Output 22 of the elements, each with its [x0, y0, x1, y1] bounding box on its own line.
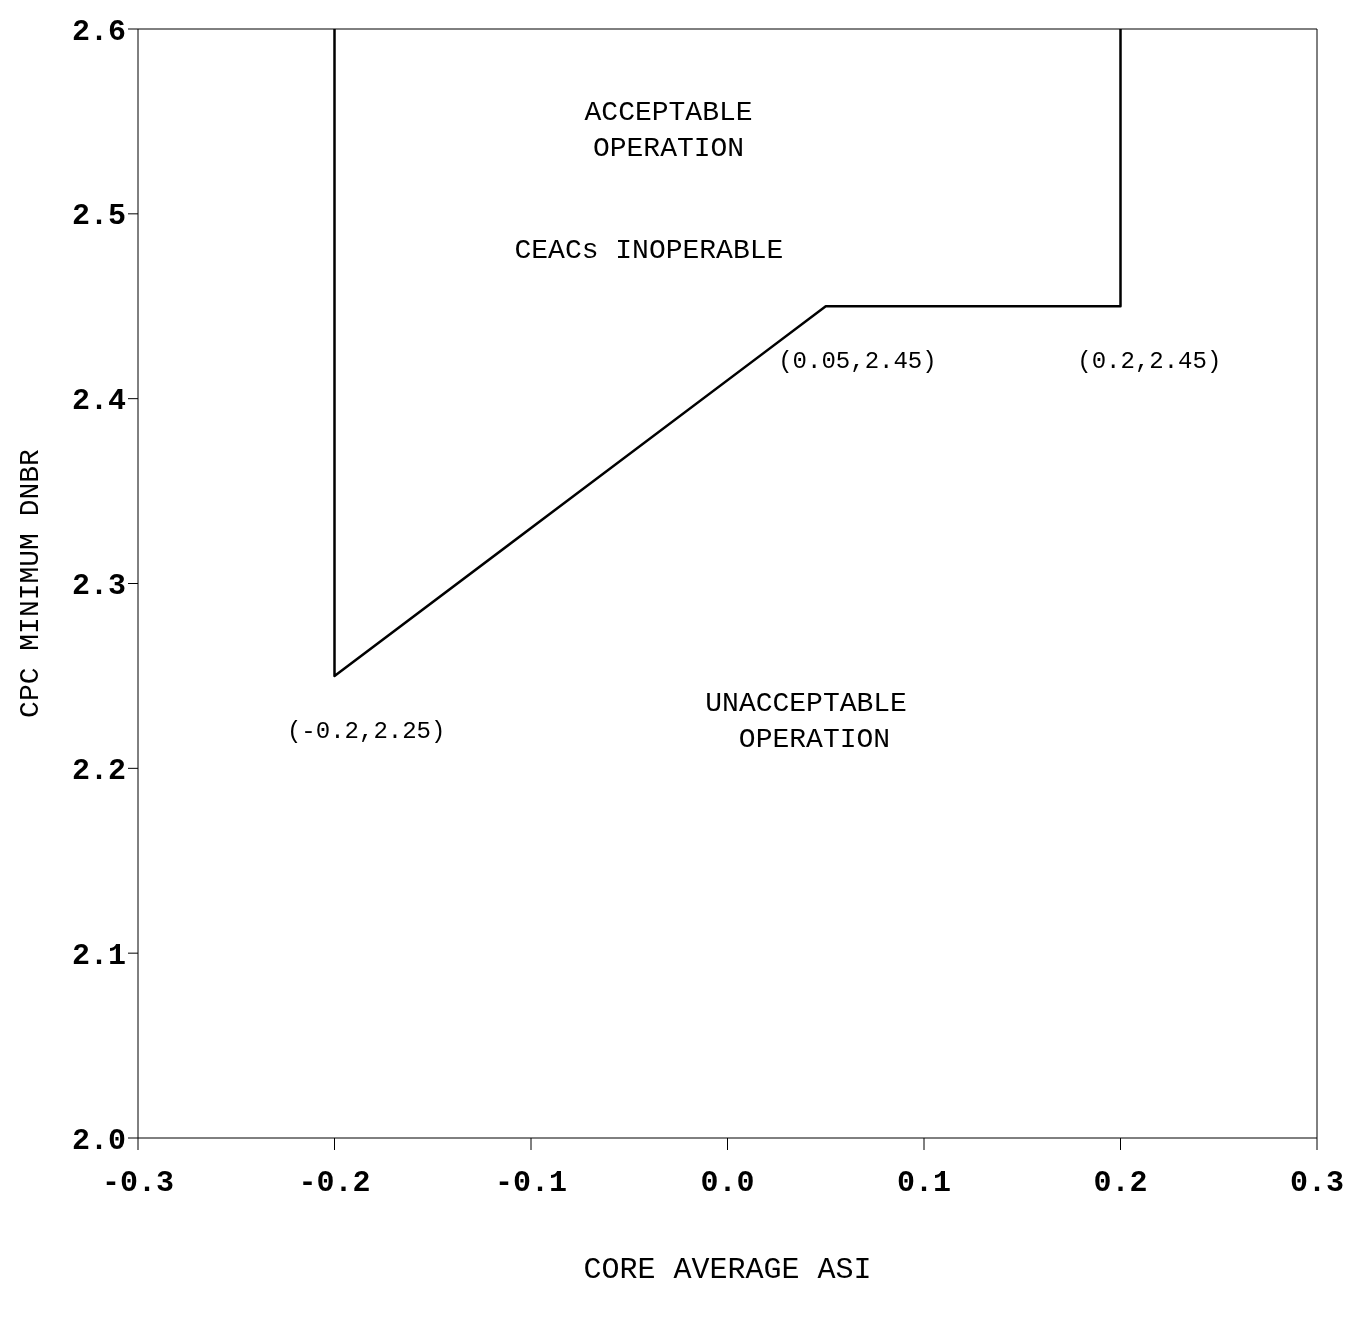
annotation: ACCEPTABLE OPERATION: [584, 95, 753, 166]
annotation: (-0.2,2.25): [286, 717, 446, 745]
y-tick-label: 2.6: [71, 14, 126, 49]
y-axis-title: CPC MINIMUM DNBR: [14, 448, 46, 718]
x-tick-label: 0.0: [700, 1166, 755, 1201]
y-tick-label: 2.0: [71, 1123, 126, 1158]
y-tick-label: 2.2: [71, 753, 126, 788]
x-tick-label: 0.1: [896, 1166, 952, 1201]
x-tick-label: -0.2: [298, 1166, 371, 1201]
x-tick-label: -0.3: [101, 1166, 175, 1201]
x-tick-label: -0.1: [494, 1166, 568, 1201]
annotation: UNACCEPTABLE OPERATION: [705, 687, 907, 758]
annotation: CEACs INOPERABLE: [514, 233, 784, 268]
annotation: (0.2,2.45): [1077, 347, 1222, 375]
x-axis-title: CORE AVERAGE ASI: [583, 1253, 872, 1287]
y-tick-label: 2.3: [71, 569, 126, 604]
y-tick-label: 2.1: [71, 938, 126, 973]
annotation: (0.05,2.45): [778, 347, 937, 375]
y-tick-label: 2.5: [71, 199, 126, 234]
y-tick-label: 2.4: [71, 384, 126, 419]
x-tick-label: 0.2: [1093, 1166, 1148, 1201]
x-tick-label: 0.3: [1289, 1166, 1345, 1201]
